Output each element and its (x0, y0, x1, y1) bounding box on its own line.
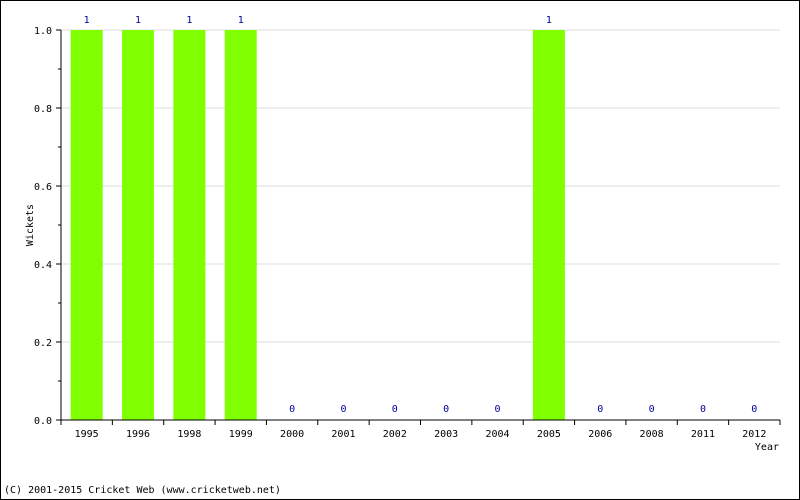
y-tick-labels: 0.0 0.2 0.4 0.6 0.8 1.0 (34, 26, 52, 427)
x-tick-label: 2001 (331, 429, 355, 440)
x-tick-label: 2000 (280, 429, 304, 440)
bars (70, 30, 565, 420)
x-tick-label: 2008 (640, 429, 664, 440)
data-label: 0 (289, 404, 295, 415)
bar (173, 30, 206, 420)
data-label: 1 (135, 15, 141, 26)
data-label: 1 (546, 15, 552, 26)
data-label: 0 (495, 404, 501, 415)
bar (70, 30, 103, 420)
data-label: 0 (392, 404, 398, 415)
x-tick-label: 2004 (485, 429, 509, 440)
data-label: 0 (340, 404, 346, 415)
x-tick-label: 2002 (383, 429, 407, 440)
bar (224, 30, 257, 420)
x-tick-labels: 1995 1996 1998 1999 2000 2001 2002 2003 2004 2005… (75, 429, 767, 440)
x-tick-label: 2003 (434, 429, 458, 440)
data-labels: 1 1 1 1 0 0 0 0 0 1 0 0 0 0 (84, 15, 758, 415)
x-tick-label: 1995 (75, 429, 99, 440)
data-label: 1 (186, 15, 192, 26)
y-tick-label: 0.0 (34, 416, 52, 427)
data-label: 0 (443, 404, 449, 415)
x-tick-label: 1998 (177, 429, 201, 440)
x-tick-label: 2011 (691, 429, 715, 440)
x-axis-title: Year (755, 442, 779, 453)
data-label: 0 (751, 404, 757, 415)
bar (532, 30, 565, 420)
data-label: 0 (700, 404, 706, 415)
x-tick-label: 1999 (229, 429, 253, 440)
x-tick-label: 2006 (588, 429, 612, 440)
gridlines (61, 29, 780, 421)
y-tick-label: 0.4 (34, 260, 52, 271)
data-label: 0 (597, 404, 603, 415)
y-tick-label: 0.8 (34, 104, 52, 115)
data-label: 1 (238, 15, 244, 26)
x-tick-label: 2012 (742, 429, 766, 440)
data-label: 1 (84, 15, 90, 26)
copyright-footer: (C) 2001-2015 Cricket Web (www.cricketwe… (4, 485, 281, 496)
x-tick-label: 2005 (537, 429, 561, 440)
axes (56, 29, 781, 425)
x-tick-label: 1996 (126, 429, 150, 440)
y-axis-title: Wickets (25, 204, 36, 246)
bar (122, 30, 155, 420)
y-tick-label: 0.2 (34, 338, 52, 349)
y-tick-label: 0.6 (34, 182, 52, 193)
data-label: 0 (649, 404, 655, 415)
y-tick-label: 1.0 (34, 26, 52, 37)
